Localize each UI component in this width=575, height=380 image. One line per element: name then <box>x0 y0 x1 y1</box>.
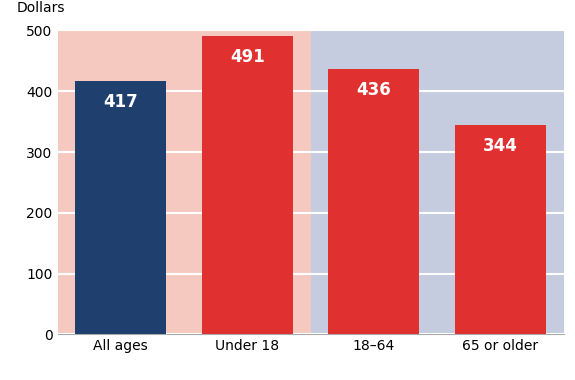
Y-axis label: Dollars: Dollars <box>17 1 66 15</box>
Bar <box>202 36 293 334</box>
Bar <box>310 30 437 334</box>
Bar <box>455 125 546 334</box>
Bar <box>328 69 419 334</box>
Text: 417: 417 <box>104 93 138 111</box>
Text: 344: 344 <box>483 138 518 155</box>
Bar <box>75 81 166 334</box>
Text: 436: 436 <box>356 81 391 100</box>
Bar <box>437 30 564 334</box>
Bar <box>184 30 310 334</box>
Bar <box>58 30 184 334</box>
Text: 491: 491 <box>230 48 264 66</box>
